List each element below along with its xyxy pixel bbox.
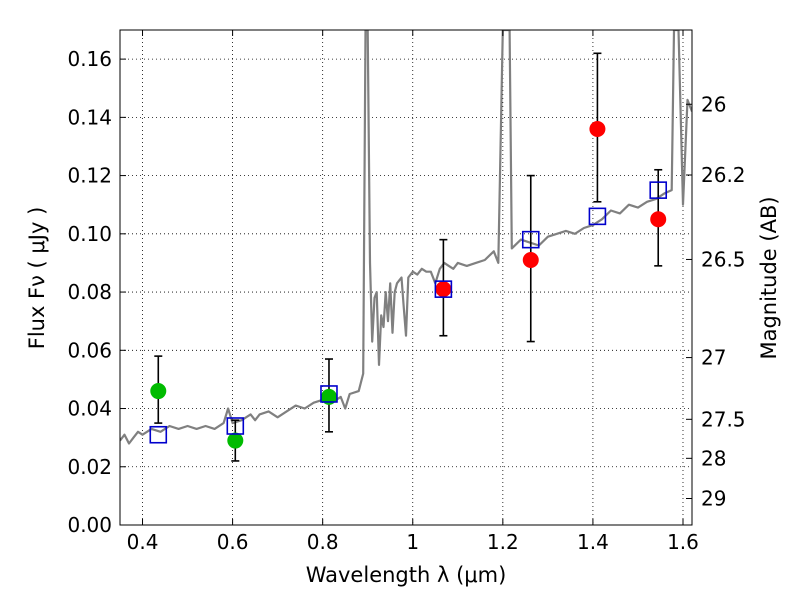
x-tick-label: 1.2 xyxy=(487,530,519,554)
data-point-circle xyxy=(589,121,606,137)
data-point-circle xyxy=(650,211,667,228)
magnitude-tick-label: 26.5 xyxy=(701,247,746,271)
magnitude-tick-label: 29 xyxy=(701,487,726,511)
magnitude-tick-label: 27.5 xyxy=(701,407,746,431)
data-point-circle xyxy=(522,252,539,269)
model-point-square xyxy=(521,230,540,249)
plot-frame xyxy=(119,29,693,526)
magnitude-axis-label: Magnitude (AB) xyxy=(757,196,781,359)
model-point-square xyxy=(434,280,453,298)
y-tick-label: 0.04 xyxy=(67,397,112,421)
data-point-circle xyxy=(435,281,452,298)
plot-area xyxy=(120,30,692,462)
grid-lines xyxy=(120,30,692,525)
y-tick-label: 0.08 xyxy=(67,280,112,304)
model-point-square xyxy=(588,207,607,226)
x-tick-label: 1 xyxy=(406,530,419,554)
y-axis-label: Flux Fν ( μJy ) xyxy=(25,207,49,350)
x-axis-label: Wavelength λ (μm) xyxy=(306,563,507,587)
spectrum-line xyxy=(120,30,692,445)
axis-ticks: 0.4 0.6 0.8 1 1.2 1.4 1.6 0.00 0.02 0.04 0.06 0.08 0… xyxy=(67,30,746,554)
x-tick-label: 0.6 xyxy=(217,530,249,554)
magnitude-tick-label: 26 xyxy=(701,92,726,116)
y-tick-label: 0.16 xyxy=(67,47,112,71)
magnitude-tick-label: 26.2 xyxy=(701,163,746,187)
magnitude-tick-label: 28 xyxy=(701,446,726,470)
x-tick-label: 1.6 xyxy=(667,530,699,554)
x-tick-label: 0.4 xyxy=(127,530,159,554)
y-tick-label: 0.12 xyxy=(67,164,112,188)
y-tick-label: 0.06 xyxy=(67,338,112,362)
magnitude-tick-label: 27 xyxy=(701,346,726,370)
y-tick-label: 0.10 xyxy=(67,222,112,246)
y-tick-label: 0.00 xyxy=(67,513,112,537)
y-tick-label: 0.02 xyxy=(67,455,112,479)
model-point-square xyxy=(149,425,168,444)
model-point-square xyxy=(320,385,338,403)
model-point-square xyxy=(649,181,668,199)
data-point-circle xyxy=(150,383,167,400)
x-tick-label: 1.4 xyxy=(577,530,609,554)
y-tick-label: 0.14 xyxy=(67,105,112,129)
x-tick-label: 0.8 xyxy=(307,530,339,554)
data-point-circle xyxy=(227,432,244,449)
model-point-square xyxy=(226,417,245,435)
